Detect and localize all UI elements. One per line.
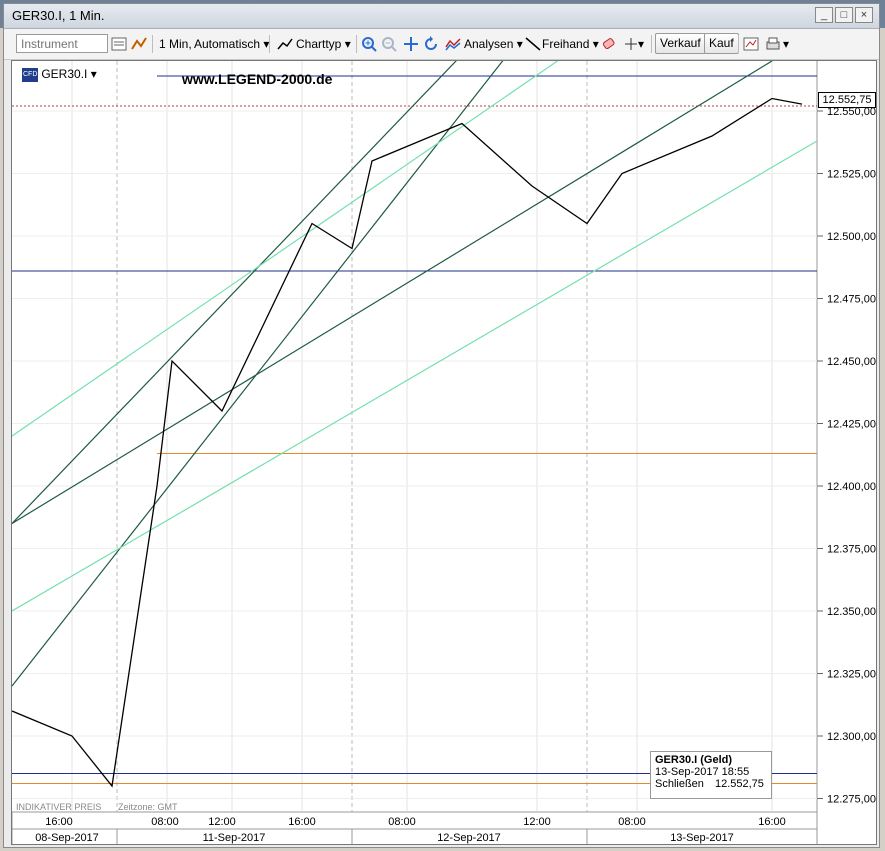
info-close-value: 12.552,75 [714,778,764,790]
mode-dropdown[interactable]: Automatisch ▾ [194,34,269,54]
y-tick-label: 12.500,00 [827,231,876,243]
charttype-dropdown[interactable]: Charttyp ▾ [296,34,351,54]
chevron-down-icon: ▾ [344,37,351,51]
refresh-icon[interactable] [422,35,440,53]
x-tick-label: 08:00 [151,816,179,828]
x-tick-label: 08:00 [388,816,416,828]
analysis-icon[interactable] [444,35,462,53]
chart-area[interactable]: 12.550,00 12.525,00 12.500,00 12.475,00 12.4… [11,60,877,845]
watermark-text: www.LEGEND-2000.de [182,71,333,87]
close-button[interactable]: × [855,7,873,23]
chevron-down-icon: ▾ [90,67,97,81]
x-date-label: 12-Sep-2017 [437,832,501,844]
mode-label: Automatisch [194,37,261,51]
chevron-down-icon[interactable]: ▾ [783,37,790,51]
toolbar-separator [356,35,357,53]
x-tick-label: 12:00 [523,816,551,828]
chart-settings-icon[interactable] [742,35,760,53]
eraser-icon[interactable] [600,35,618,53]
chevron-down-icon: ▾ [592,37,599,51]
trend-line-channel-upper [12,61,457,524]
x-tick-label: 16:00 [758,816,786,828]
x-date-label: 11-Sep-2017 [203,832,266,844]
x-date-label: 13-Sep-2017 [670,832,734,844]
last-price-tag: 12.552,75 [818,92,876,108]
minimize-button[interactable]: _ [815,7,833,23]
info-title: GER30.I (Geld) [655,754,733,766]
y-tick-label: 12.525,00 [827,169,876,181]
symbol-name: GER30.I [41,67,88,81]
freehand-dropdown[interactable]: Freihand ▾ [542,34,599,54]
y-tick-label: 12.400,00 [827,481,876,493]
pan-icon[interactable] [402,35,420,53]
toolbar-separator [269,35,270,53]
indicative-price-label: INDIKATIVER PREIS [16,802,102,812]
info-box: GER30.I (Geld) 13-Sep-2017 18:55 Schließ… [650,751,772,799]
charttype-label: Charttyp [296,37,342,51]
buy-button[interactable]: Kauf [704,33,739,54]
maximize-button[interactable]: □ [835,7,853,23]
indicator-icon[interactable] [130,35,148,53]
chevron-down-icon: ▾ [263,37,270,51]
timezone-label: Zeitzone: GMT [118,802,178,812]
x-tick-label: 12:00 [208,816,236,828]
y-tick-label: 12.300,00 [827,731,876,743]
zoom-in-icon[interactable] [360,35,378,53]
print-icon[interactable] [764,35,782,53]
info-datetime: 13-Sep-2017 18:55 [655,766,750,778]
analysis-label: Analysen [464,37,514,51]
y-tick-label: 12.375,00 [827,544,876,556]
window-title: GER30.I, 1 Min. [12,8,105,23]
x-tick-label: 16:00 [288,816,316,828]
x-tick-label: 08:00 [618,816,646,828]
y-tick-label: 12.450,00 [827,356,876,368]
y-tick-label: 12.275,00 [827,794,876,806]
instrument-list-icon[interactable] [110,35,128,53]
y-tick-label: 12.475,00 [827,294,876,306]
info-close-row: Schließen 12.552,75 [655,778,767,790]
x-date-label: 08-Sep-2017 [35,832,99,844]
toolbar-separator [651,35,652,53]
y-tick-label: 12.325,00 [827,669,876,681]
sell-button[interactable]: Verkauf [655,33,706,54]
info-close-label: Schließen [655,778,704,790]
toolbar: 1 Min, Automatisch ▾ Charttyp ▾ Analysen… [4,29,879,60]
chevron-down-icon[interactable]: ▾ [638,37,645,51]
instrument-input[interactable] [16,34,108,53]
cfd-icon: CFD [22,67,38,82]
chart-type-icon[interactable] [276,35,294,53]
y-tick-label: 12.425,00 [827,419,876,431]
y-tick-label: 12.550,00 [827,106,876,118]
price-chart[interactable]: 12.550,00 12.525,00 12.500,00 12.475,00 12.4… [12,61,877,845]
trend-line-light-upper [12,61,559,437]
crosshair-icon[interactable] [622,35,640,53]
freehand-line-icon[interactable] [524,35,542,53]
title-bar: GER30.I, 1 Min. _ □ × [4,4,879,29]
timeframe-label[interactable]: 1 Min, [159,37,192,51]
freehand-label: Freihand [542,37,590,51]
analysis-dropdown[interactable]: Analysen ▾ [464,34,523,54]
toolbar-separator [738,35,739,53]
trend-line-long [12,61,773,525]
trend-line-light-lower [12,140,818,612]
symbol-selector[interactable]: CFD GER30.I ▾ [22,67,97,85]
toolbar-separator [152,35,153,53]
y-tick-label: 12.350,00 [827,606,876,618]
x-tick-label: 16:00 [45,816,73,828]
price-series-line [12,97,803,788]
x-axis-band [12,811,818,844]
zoom-out-icon[interactable] [380,35,398,53]
chevron-down-icon: ▾ [516,37,523,51]
trend-line-steep [12,61,504,687]
